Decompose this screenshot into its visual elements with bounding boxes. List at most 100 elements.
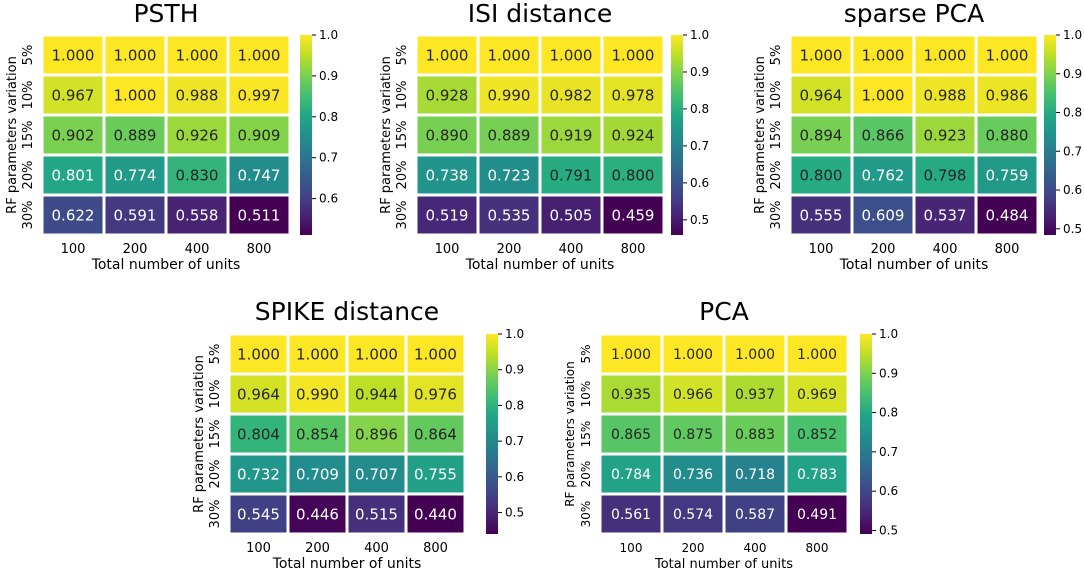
cell-value-label: 0.784 <box>611 467 651 483</box>
y-tick-label: 10% <box>21 81 36 110</box>
heatmap-cell <box>414 33 480 77</box>
cell-value-label: 0.545 <box>237 505 280 523</box>
colorbar-tick-label: 0.9 <box>505 363 524 377</box>
x-axis-label: Total number of units <box>465 257 615 273</box>
cell-value-label: 0.986 <box>986 86 1029 104</box>
colorbar-tick-label: 0.7 <box>690 139 709 153</box>
cell-value-label: 0.755 <box>414 465 457 483</box>
x-axis-label: Total number of units <box>654 557 793 570</box>
heatmap-cell <box>345 412 408 456</box>
y-tick-label: 5% <box>769 45 784 66</box>
cell-value-label: 0.535 <box>488 206 531 224</box>
x-tick-label: 400 <box>933 242 958 257</box>
colorbar-tick-label: 0.8 <box>690 102 709 116</box>
cell-value-label: 0.558 <box>176 206 219 224</box>
colorbar-tick-label: 0.8 <box>505 398 524 412</box>
cell-value-label: 0.865 <box>611 427 651 443</box>
heatmap-cell <box>600 193 666 237</box>
cell-value-label: 0.459 <box>612 206 655 224</box>
cell-value-label: 1.000 <box>673 347 713 363</box>
cell-value-label: 1.000 <box>800 46 843 64</box>
colorbar-tick-label: 0.5 <box>690 213 709 227</box>
heatmap-panel-4: SPIKE distance 1.000 1.000 1.000 1.000 0.964 0… <box>192 297 524 570</box>
y-tick-label: 15% <box>769 121 784 150</box>
y-axis-label: RF parameters variation <box>379 56 394 214</box>
panel-title: PCA <box>699 297 749 326</box>
x-tick-label: 100 <box>620 541 643 555</box>
heatmap-cell <box>850 193 916 237</box>
cell-value-label: 0.919 <box>550 126 593 144</box>
cell-value-label: 0.791 <box>550 166 593 184</box>
heatmap-cell <box>660 372 726 416</box>
colorbar-tick-label: 0.6 <box>690 176 709 190</box>
cell-value-label: 0.505 <box>550 206 593 224</box>
heatmap-cell <box>912 113 978 157</box>
heatmap-cell <box>598 332 664 376</box>
x-tick-label: 800 <box>995 242 1020 257</box>
cell-value-label: 0.889 <box>114 126 157 144</box>
cell-value-label: 0.990 <box>488 86 531 104</box>
y-axis-label: RF parameters variation <box>563 361 577 507</box>
y-axis-label: RF parameters variation <box>753 56 768 214</box>
cell-value-label: 0.783 <box>797 467 837 483</box>
cell-value-label: 1.000 <box>426 46 469 64</box>
cell-value-label: 0.889 <box>488 126 531 144</box>
cell-value-label: 0.830 <box>176 166 219 184</box>
colorbar-tick-label: 1.0 <box>690 28 709 42</box>
heatmap-cell <box>226 193 292 237</box>
y-tick-label: 5% <box>21 45 36 66</box>
cell-value-label: 0.902 <box>52 126 95 144</box>
cell-value-label: 0.804 <box>237 425 280 443</box>
cell-value-label: 0.762 <box>862 166 905 184</box>
cell-value-label: 1.000 <box>114 86 157 104</box>
cell-value-label: 1.000 <box>488 46 531 64</box>
cell-value-label: 1.000 <box>550 46 593 64</box>
heatmap-cell <box>226 153 292 197</box>
cell-value-label: 1.000 <box>176 46 219 64</box>
heatmap-cell <box>974 73 1040 117</box>
cell-value-label: 0.574 <box>673 507 713 523</box>
x-tick-label: 800 <box>621 242 646 257</box>
cell-value-label: 1.000 <box>238 46 281 64</box>
x-tick-label: 800 <box>806 541 829 555</box>
cell-value-label: 0.800 <box>800 166 843 184</box>
cell-value-label: 0.988 <box>176 86 219 104</box>
cell-value-label: 0.967 <box>52 86 95 104</box>
heatmap-cell <box>598 372 664 416</box>
cell-value-label: 0.924 <box>612 126 655 144</box>
cell-value-label: 0.519 <box>426 206 469 224</box>
heatmap-cell <box>600 73 666 117</box>
cell-value-label: 0.609 <box>862 206 905 224</box>
panel-title: SPIKE distance <box>255 297 439 326</box>
x-tick-label: 400 <box>559 242 584 257</box>
colorbar-tick-label: 0.8 <box>1063 106 1082 120</box>
colorbar-tick-label: 0.7 <box>319 151 338 165</box>
y-tick-label: 10% <box>208 380 223 409</box>
colorbar-tick-label: 0.8 <box>319 110 338 124</box>
y-tick-label: 10% <box>395 81 410 110</box>
heatmap-cell <box>226 33 292 77</box>
cell-value-label: 1.000 <box>237 345 280 363</box>
heatmap-cell <box>226 73 292 117</box>
heatmap-cell <box>476 113 542 157</box>
cell-value-label: 0.723 <box>488 166 531 184</box>
heatmap-cell <box>722 492 788 536</box>
colorbar <box>486 334 498 534</box>
cell-value-label: 0.896 <box>355 425 398 443</box>
cell-value-label: 0.944 <box>355 385 398 403</box>
cell-value-label: 1.000 <box>414 345 457 363</box>
cell-value-label: 1.000 <box>986 46 1029 64</box>
cell-value-label: 0.484 <box>986 206 1029 224</box>
cell-value-label: 0.854 <box>296 425 339 443</box>
heatmap-cell <box>912 153 978 197</box>
heatmap-cell <box>974 193 1040 237</box>
cell-value-label: 0.964 <box>237 385 280 403</box>
cell-value-label: 0.864 <box>414 425 457 443</box>
colorbar-tick-label: 1.0 <box>319 28 338 42</box>
cell-value-label: 0.978 <box>612 86 655 104</box>
cell-value-label: 0.928 <box>426 86 469 104</box>
colorbar-tick-label: 0.6 <box>505 470 524 484</box>
cell-value-label: 0.976 <box>414 385 457 403</box>
cell-value-label: 0.969 <box>797 387 837 403</box>
heatmap-panel-5: PCA 1.000 1.000 1.000 1.000 0.935 0.966 0.937 0.… <box>563 297 898 570</box>
